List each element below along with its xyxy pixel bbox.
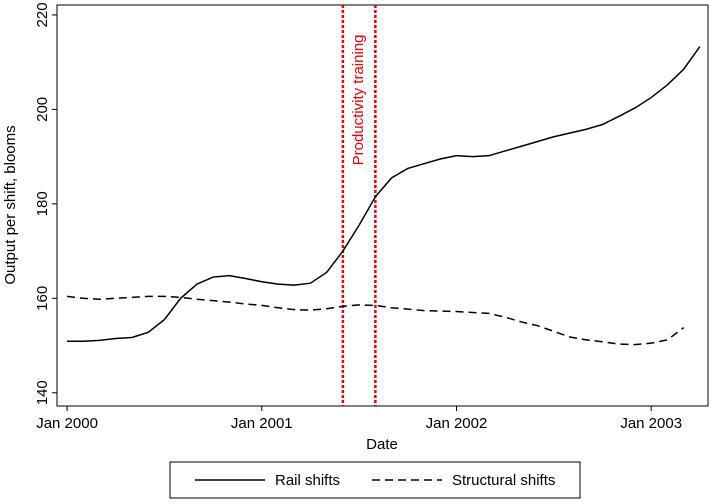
legend-label: Rail shifts [275, 472, 340, 489]
x-tick-label: Jan 2002 [426, 415, 488, 432]
annotation: Productivity training [350, 34, 367, 165]
y-tick-label: 200 [34, 97, 51, 122]
x-tick-label: Jan 2003 [620, 415, 682, 432]
y-tick-label: 140 [34, 380, 51, 405]
y-tick-label: 180 [34, 191, 51, 216]
plot-frame [56, 4, 709, 407]
legend-label: Structural shifts [452, 472, 555, 489]
x-tick-label: Jan 2000 [36, 415, 98, 432]
x-axis-title: Date [366, 436, 398, 453]
y-axis-title: Output per shift, blooms [2, 125, 19, 284]
x-tick-label: Jan 2001 [231, 415, 293, 432]
y-tick-label: 160 [34, 286, 51, 311]
y-tick-label: 220 [34, 2, 51, 27]
data-line [67, 46, 701, 343]
